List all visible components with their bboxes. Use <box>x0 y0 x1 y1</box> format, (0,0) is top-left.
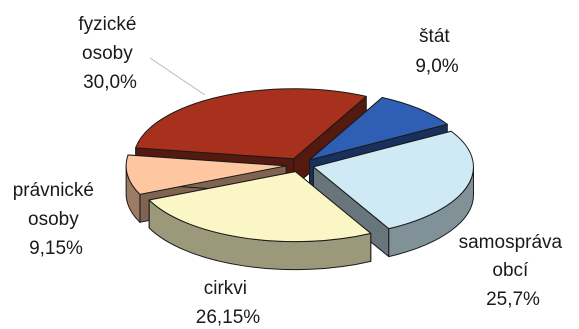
label-samosprava-name-2: obcí <box>492 260 529 281</box>
label-pravnicke-osoby: právnické osoby 9,15% <box>13 180 100 259</box>
label-pravnicke-value: 9,15% <box>29 238 83 259</box>
label-fyzicke-name-1: fyzické <box>78 14 136 35</box>
slice-stat <box>309 97 448 161</box>
label-fyzicke-osoby: fyzické osoby 30,0% <box>78 14 141 93</box>
leader-line-fyzicke-osoby <box>149 57 206 96</box>
label-stat-name: štát <box>419 26 450 47</box>
label-cirkvi-value: 26,15% <box>196 307 261 328</box>
slice-samosprava-obci <box>312 130 474 230</box>
label-pravnicke-name-2: osoby <box>28 209 79 230</box>
label-samosprava-value: 25,7% <box>486 289 540 310</box>
slice-cirkvi <box>148 171 372 243</box>
slice-pravnicke-osoby <box>125 154 287 195</box>
label-fyzicke-name-2: osoby <box>82 43 133 64</box>
pie-tops <box>125 88 474 243</box>
label-samosprava-name-1: samospráva <box>459 232 563 253</box>
leader-lines <box>149 57 206 96</box>
label-stat-value: 9,0% <box>415 56 458 77</box>
label-samosprava-obci: samospráva obcí 25,7% <box>459 232 568 310</box>
label-cirkvi-name: cirkvi <box>204 278 247 299</box>
label-fyzicke-value: 30,0% <box>83 72 137 93</box>
slice-fyzicke-osoby <box>135 88 367 160</box>
label-stat: štát 9,0% <box>415 26 458 77</box>
label-pravnicke-name-1: právnické <box>13 180 94 201</box>
label-cirkvi: cirkvi 26,15% <box>196 278 261 328</box>
